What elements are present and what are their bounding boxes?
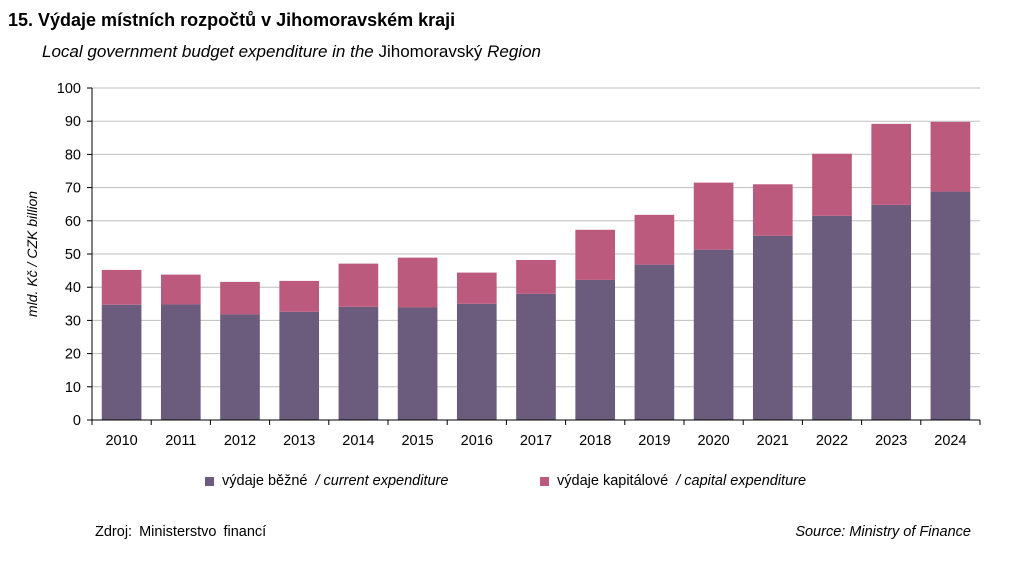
bar-current-2011 (160, 304, 201, 420)
bar-capital-2024 (930, 121, 971, 192)
bar-capital-2019 (634, 214, 675, 265)
bar-capital-2016 (456, 272, 497, 304)
x-tick-label-2012: 2012 (224, 433, 256, 449)
bar-capital-2022 (812, 153, 852, 216)
bar-current-2010 (101, 304, 142, 420)
legend-swatch-current (205, 476, 214, 486)
bar-capital-2017 (516, 259, 556, 294)
legend-label-current-en: / current expenditure (315, 473, 449, 489)
y-tick-label-90: 90 (65, 114, 81, 130)
subtitle-region-name: Jihomoravský (378, 42, 483, 61)
x-tick-label-2018: 2018 (579, 433, 611, 449)
bar-current-2016 (456, 303, 497, 420)
bar-current-2024 (930, 191, 971, 420)
bar-current-2017 (516, 293, 556, 420)
x-tick-label-2015: 2015 (401, 433, 433, 449)
bar-current-2015 (397, 307, 438, 420)
y-tick-label-80: 80 (65, 147, 81, 163)
bar-current-2013 (279, 311, 320, 420)
x-tick-label-2023: 2023 (875, 433, 907, 449)
axes: 0 10 20 30 40 50 60 70 80 90 100 2010 2011 2012 2013 20… (57, 81, 981, 449)
bar-current-2014 (338, 306, 379, 420)
bar-current-2023 (871, 204, 912, 420)
y-tick-label-10: 10 (65, 380, 81, 396)
x-tick-label-2017: 2017 (520, 433, 552, 449)
bars (101, 121, 971, 420)
x-tick-label-2016: 2016 (461, 433, 493, 449)
bar-capital-2015 (397, 257, 438, 308)
x-tick-label-2011: 2011 (165, 433, 196, 449)
bar-capital-2011 (160, 274, 201, 305)
subtitle-part-3: Region (487, 42, 541, 61)
bar-capital-2014 (338, 263, 379, 307)
source-note-en: Source: Ministry of Finance (795, 524, 971, 540)
y-tick-label-60: 60 (65, 214, 81, 230)
bar-capital-2010 (101, 269, 142, 305)
legend-label-current-cz: výdaje běžné (222, 473, 308, 489)
x-tick-label-2014: 2014 (342, 433, 374, 449)
bar-capital-2020 (693, 182, 734, 250)
x-tick-label-2019: 2019 (638, 433, 670, 449)
bar-capital-2012 (220, 281, 260, 315)
x-tick-label-2010: 2010 (105, 433, 137, 449)
chart-subtitle: Local government budget expenditure in t… (42, 42, 541, 62)
stacked-bar-chart: 0 10 20 30 40 50 60 70 80 90 100 2010 2011 2012 2013 20… (24, 81, 981, 449)
y-tick-label-40: 40 (65, 280, 81, 296)
legend-label-capital-cz: výdaje kapitálové (557, 473, 669, 489)
bar-current-2020 (693, 249, 734, 420)
subtitle-part-1: Local government budget expenditure in t… (42, 42, 374, 61)
x-tick-label-2022: 2022 (816, 433, 848, 449)
bar-current-2021 (752, 235, 793, 420)
bar-capital-2023 (871, 123, 912, 205)
y-tick-label-70: 70 (65, 181, 81, 197)
y-tick-label-50: 50 (65, 247, 81, 263)
bar-current-2022 (812, 215, 852, 420)
x-tick-label-2020: 2020 (697, 433, 729, 449)
bar-current-2019 (634, 264, 675, 420)
legend-item-capital: výdaje kapitálové / capital expenditure (540, 473, 806, 489)
bar-capital-2021 (752, 184, 793, 236)
bar-current-2018 (575, 279, 616, 420)
y-tick-label-30: 30 (65, 313, 81, 329)
y-tick-label-0: 0 (73, 413, 81, 429)
bar-capital-2013 (279, 280, 320, 312)
x-tick-label-2013: 2013 (283, 433, 315, 449)
x-tick-label-2021: 2021 (757, 433, 789, 449)
chart-title: 15. Výdaje místních rozpočtů v Jihomorav… (8, 10, 456, 30)
y-axis-label: mld. Kč / CZK billion (24, 191, 40, 317)
y-tick-label-100: 100 (57, 81, 81, 97)
bar-current-2012 (220, 314, 260, 420)
legend-swatch-capital (540, 476, 549, 486)
y-tick-label-20: 20 (65, 347, 81, 363)
legend-label-capital-en: / capital expenditure (676, 473, 807, 489)
x-tick-label-2024: 2024 (934, 433, 966, 449)
legend-item-current: výdaje běžné / current expenditure (205, 473, 448, 489)
bar-capital-2018 (575, 229, 616, 280)
source-note-cz: Zdroj: Ministerstvo financí (95, 524, 267, 540)
